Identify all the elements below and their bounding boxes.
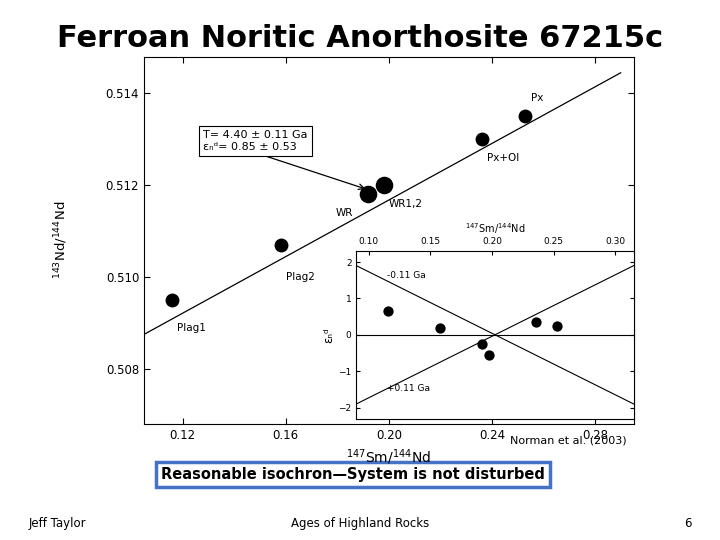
Point [434, 323, 446, 332]
Text: -0.11 Ga: -0.11 Ga [387, 272, 426, 280]
Point [275, 240, 287, 249]
Text: Plag2: Plag2 [286, 273, 315, 282]
Text: Jeff Taylor: Jeff Taylor [29, 517, 86, 530]
Point [520, 112, 531, 121]
Text: 6: 6 [684, 517, 691, 530]
Text: Plag1: Plag1 [178, 323, 207, 333]
Text: Px: Px [531, 92, 543, 103]
X-axis label: $^{147}$Sm/$^{144}$Nd: $^{147}$Sm/$^{144}$Nd [465, 221, 525, 236]
Text: WR1,2: WR1,2 [389, 199, 423, 209]
Y-axis label: εₙᵈ: εₙᵈ [323, 327, 336, 343]
Text: $^{143}$Nd/$^{144}$Nd: $^{143}$Nd/$^{144}$Nd [53, 201, 70, 279]
Text: Norman et al. (2003): Norman et al. (2003) [510, 435, 626, 445]
Text: Px+Ol: Px+Ol [487, 153, 519, 163]
Point [362, 190, 374, 199]
Text: WR: WR [336, 208, 353, 218]
Point [166, 296, 178, 305]
Text: +0.11 Ga: +0.11 Ga [387, 384, 431, 393]
Point [382, 307, 394, 315]
Point [378, 181, 390, 190]
X-axis label: $^{147}$Sm/$^{144}$Nd: $^{147}$Sm/$^{144}$Nd [346, 447, 431, 467]
Text: T= 4.40 ± 0.11 Ga
εₙᵈ= 0.85 ± 0.53: T= 4.40 ± 0.11 Ga εₙᵈ= 0.85 ± 0.53 [203, 130, 307, 152]
Text: Reasonable isochron—System is not disturbed: Reasonable isochron—System is not distur… [161, 467, 545, 482]
Point [484, 350, 495, 359]
Point [531, 318, 542, 326]
Text: Ferroan Noritic Anorthosite 67215c: Ferroan Noritic Anorthosite 67215c [57, 24, 663, 53]
Text: Ages of Highland Rocks: Ages of Highland Rocks [291, 517, 429, 530]
Point [476, 135, 487, 144]
Point [552, 321, 563, 330]
Point [477, 340, 488, 348]
